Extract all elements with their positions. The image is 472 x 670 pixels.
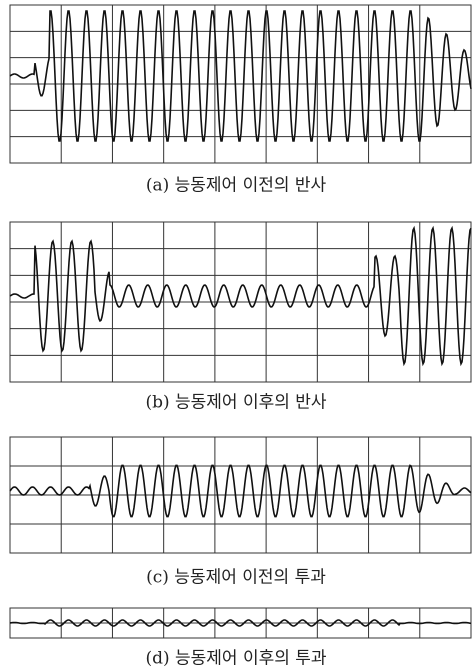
caption: (d) 능동제어 이후의 투과: [145, 649, 326, 669]
caption: (b) 능동제어 이후의 반사: [145, 393, 326, 413]
caption: (a) 능동제어 이전의 반사: [146, 176, 327, 196]
waveform: [10, 465, 471, 516]
caption: (c) 능동제어 이전의 투과: [146, 568, 326, 588]
waveform: [10, 11, 471, 141]
figure: (a) 능동제어 이전의 반사 (b) 능동제어 이후의 반사 (c) 능동제어…: [0, 0, 472, 670]
panels: [10, 5, 471, 638]
